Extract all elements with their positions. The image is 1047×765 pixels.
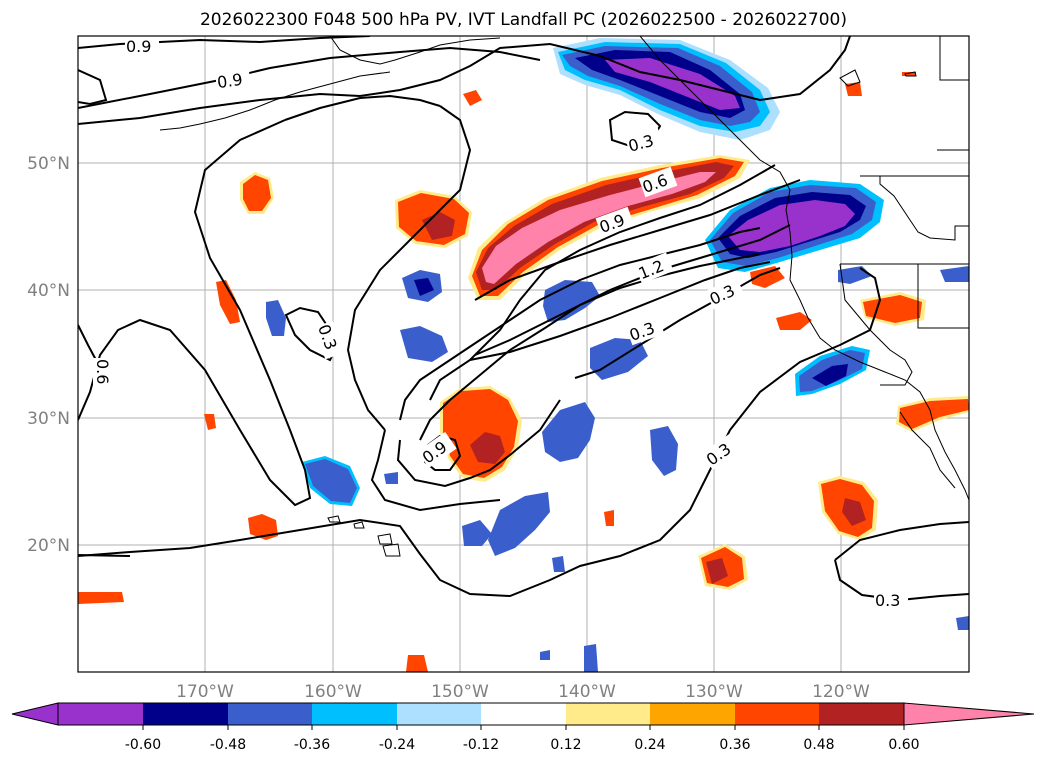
- colorbar-tick-label: -0.12: [463, 737, 499, 753]
- pv-negative-scattered: [266, 266, 969, 672]
- colorbar-extend-right: [903, 702, 1035, 726]
- latitude-labels: 50°N 40°N 30°N 20°N: [27, 154, 70, 556]
- pv-positive-west: [78, 90, 482, 604]
- pv-positive-central: [440, 386, 522, 482]
- contour-label: 0.9: [216, 70, 244, 92]
- colorbar-segment: [397, 703, 483, 725]
- colorbar-tick-label: 0.24: [634, 737, 665, 753]
- colorbar-segment: [819, 703, 905, 725]
- lat-tick-label: 40°N: [27, 281, 70, 301]
- colorbar-tick-label: 0.12: [550, 737, 581, 753]
- lat-tick-label: 30°N: [27, 409, 70, 429]
- colorbar-tick-label: -0.48: [210, 737, 246, 753]
- longitude-labels: 170°W 160°W 150°W 140°W 130°W 120°W: [176, 682, 870, 702]
- pv-positive-east: [406, 72, 969, 672]
- pv-positive-streak: [468, 155, 750, 300]
- lon-tick-label: 150°W: [431, 682, 489, 702]
- lon-tick-label: 170°W: [176, 682, 234, 702]
- colorbar-segment: [481, 703, 567, 725]
- colorbar-segment: [143, 703, 229, 725]
- colorbar-segment: [228, 703, 314, 725]
- colorbar-tick-label: 0.36: [719, 737, 750, 753]
- colorbar-tick-label: 0.60: [888, 737, 919, 753]
- colorbar: -0.60 -0.48 -0.36 -0.24 -0.12 0.12 0.24 …: [11, 702, 1035, 753]
- colorbar-tick-label: 0.48: [803, 737, 834, 753]
- colorbar-extend-left: [11, 702, 59, 726]
- colorbar-segment: [312, 703, 398, 725]
- lat-tick-label: 50°N: [27, 154, 70, 174]
- lon-tick-label: 140°W: [558, 682, 616, 702]
- lat-tick-label: 20°N: [27, 536, 70, 556]
- colorbar-tick-label: -0.36: [294, 737, 330, 753]
- colorbar-tick-label: -0.24: [379, 737, 415, 753]
- contour-label: 0.3: [875, 591, 900, 610]
- map-title: 2026022300 F048 500 hPa PV, IVT Landfall…: [199, 10, 847, 30]
- colorbar-segment: [650, 703, 736, 725]
- lon-tick-label: 120°W: [812, 682, 870, 702]
- map-frame: [77, 35, 970, 673]
- contour-label: 0.9: [126, 37, 151, 56]
- colorbar-segment: [58, 703, 144, 725]
- contour-label: 0.6: [93, 359, 112, 384]
- coastlines: [159, 36, 969, 557]
- colorbar-segment: [566, 703, 652, 725]
- lon-tick-label: 160°W: [304, 682, 362, 702]
- ivt-contours: [78, 36, 969, 602]
- colorbar-segment: [735, 703, 821, 725]
- lon-tick-label: 130°W: [685, 682, 743, 702]
- colorbar-tick-label: -0.60: [125, 737, 161, 753]
- pv-negative-gulf-alaska: [553, 38, 780, 140]
